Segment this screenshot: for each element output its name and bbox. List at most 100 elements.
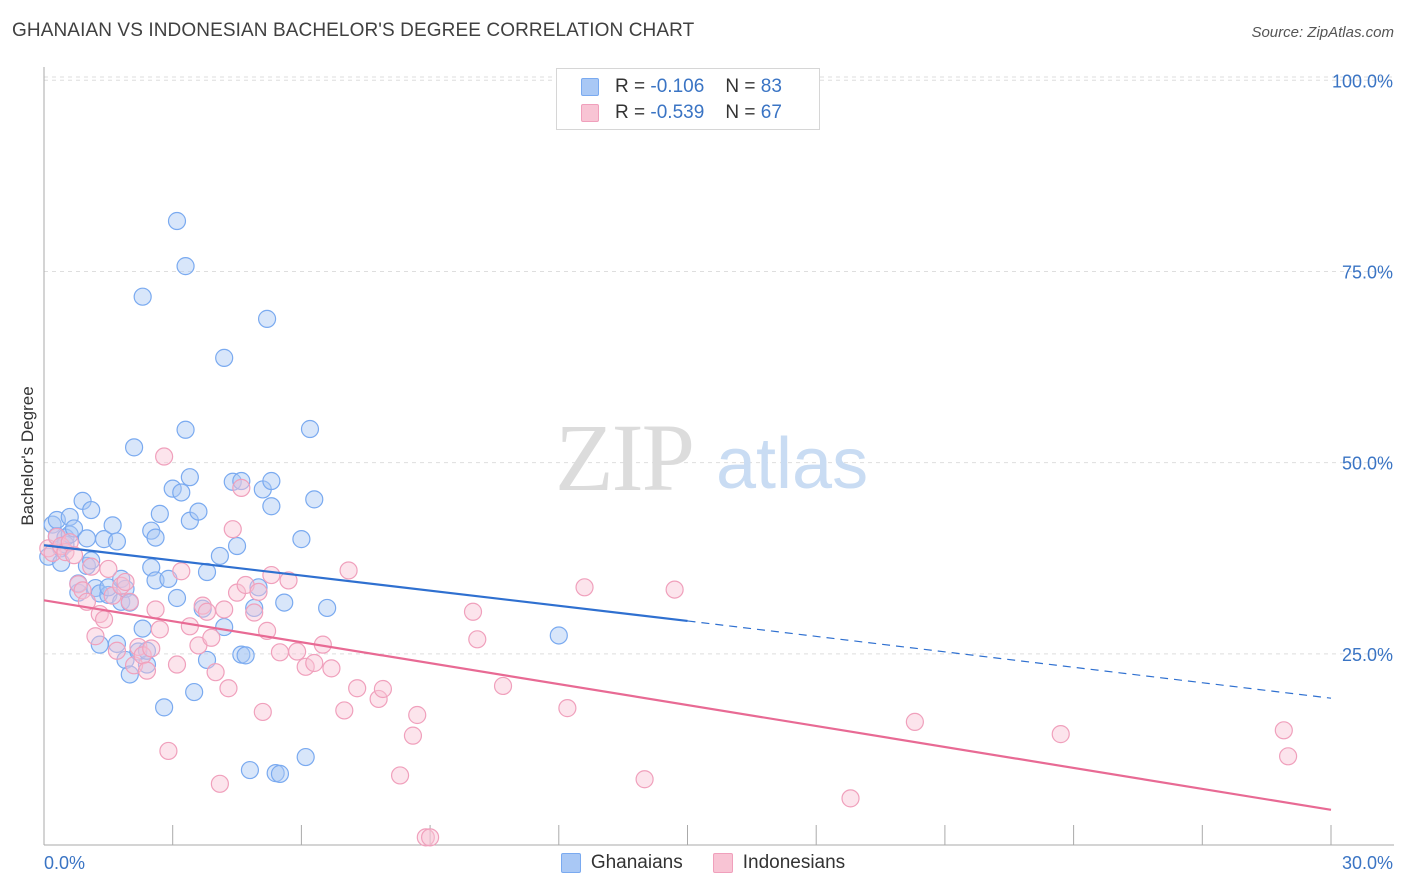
x-tick-label: 0.0%	[44, 853, 85, 873]
ghanaian-point	[107, 634, 127, 653]
x-tick-label: 30.0%	[1342, 853, 1393, 873]
ghanaian-point	[275, 593, 294, 612]
watermark-zip: ZIP	[555, 404, 693, 511]
indonesian-point	[206, 663, 225, 682]
indonesian-point	[493, 676, 513, 696]
trend-lines	[43, 544, 1332, 811]
ghanaian-point	[150, 504, 169, 523]
indonesian-point	[1278, 747, 1298, 766]
indonesian-point	[202, 628, 221, 647]
indonesian-point	[279, 571, 298, 590]
indonesian-point	[635, 770, 654, 789]
ghanaian-point	[292, 530, 311, 549]
indonesian-point	[665, 580, 684, 599]
grid-lines	[44, 76, 1394, 655]
indonesian-point	[99, 559, 118, 579]
indonesian-point	[575, 578, 594, 597]
indonesian-point	[335, 701, 354, 720]
ghanaian-point	[176, 420, 195, 439]
indonesian-point	[841, 789, 860, 808]
indonesians-trend-line	[43, 599, 1332, 811]
ghanaian-point	[189, 502, 208, 521]
ghanaian-point	[133, 619, 152, 638]
tick-labels: 25.0% 50.0% 75.0% 100.0% 0.0% 30.0%	[44, 71, 1393, 873]
watermark-atlas: atlas	[716, 424, 868, 504]
indonesian-point	[223, 520, 242, 539]
indonesian-point	[180, 617, 199, 636]
ghanaian-point	[107, 532, 127, 551]
indonesian-point	[159, 741, 178, 761]
stats-row-ghanaians: R = -0.106 N = 83	[581, 75, 782, 99]
n-label: N =	[725, 102, 756, 123]
ghanaian-point	[549, 626, 568, 645]
indonesian-point	[322, 659, 341, 678]
ghanaian-point	[296, 747, 315, 767]
indonesian-point	[403, 726, 423, 745]
y-tick-label: 50.0%	[1342, 454, 1393, 474]
indonesian-point	[215, 600, 234, 619]
stats-box: R = -0.106 N = 83 R = -0.539 N = 67	[556, 68, 820, 130]
r-label: R =	[615, 102, 646, 123]
ghanaian-point	[300, 419, 320, 439]
r-label: R =	[615, 76, 646, 97]
indonesian-point	[1274, 721, 1293, 740]
ghanaian-point	[172, 483, 191, 502]
n-value-ghanaians: 83	[760, 76, 782, 97]
ghanaian-point	[64, 519, 84, 538]
indonesian-point	[172, 562, 191, 581]
ghanaian-point	[146, 528, 165, 547]
indonesian-point	[262, 565, 281, 585]
ghanaian-point	[163, 479, 182, 498]
indonesian-point	[167, 655, 187, 674]
indonesian-point	[288, 642, 307, 661]
indonesian-point	[253, 702, 272, 722]
indonesian-point	[373, 679, 393, 699]
ghanaian-point	[305, 490, 324, 509]
indonesian-point	[219, 679, 238, 698]
indonesian-point	[142, 639, 161, 658]
n-value-indonesians: 67	[760, 102, 782, 123]
ghanaian-point	[232, 471, 251, 491]
r-value-indonesians: -0.539	[650, 102, 705, 123]
n-label: N =	[725, 76, 756, 97]
indonesian-point	[210, 774, 229, 793]
indonesian-point	[245, 603, 264, 622]
legend-item-indonesians[interactable]: Indonesians	[712, 852, 845, 874]
indonesian-point	[82, 557, 101, 576]
chart-title: GHANAIAN VS INDONESIAN BACHELOR'S DEGREE…	[12, 20, 695, 41]
legend-item-ghanaians[interactable]: Ghanaians	[560, 852, 683, 874]
indonesian-point	[369, 689, 388, 709]
ghanaian-point	[262, 471, 281, 491]
indonesian-point	[249, 582, 268, 601]
indonesian-point	[155, 447, 174, 466]
legend-swatch-ghanaians	[560, 853, 581, 873]
ghanaian-point	[103, 516, 122, 535]
ghanaian-point	[167, 211, 187, 231]
stats-row-indonesians: R = -0.539 N = 67	[581, 101, 782, 125]
indonesian-point	[558, 699, 577, 718]
indonesian-point	[905, 712, 924, 731]
indonesian-point	[232, 478, 251, 497]
ghanaian-point	[240, 760, 260, 780]
indonesian-point	[73, 581, 92, 600]
indonesian-point	[339, 561, 358, 580]
indonesian-point	[86, 627, 105, 646]
indonesian-point	[416, 828, 435, 847]
ghanaian-point	[318, 598, 337, 618]
ghanaian-point	[133, 287, 152, 306]
indonesian-point	[421, 828, 440, 847]
ghanaians-trend-line	[43, 544, 688, 623]
ghanaian-point	[262, 497, 281, 516]
indonesian-point	[116, 572, 135, 592]
indonesian-point	[296, 657, 315, 676]
indonesian-point	[270, 643, 290, 662]
data-points	[39, 211, 1298, 847]
ghanaian-point	[120, 665, 139, 684]
y-tick-label: 75.0%	[1342, 262, 1393, 282]
ghanaians-trend-extension	[687, 620, 1332, 699]
legend: Ghanaians Indonesians	[0, 852, 1406, 874]
ghanaian-point	[77, 529, 97, 548]
source-label: Source: ZipAtlas.com	[1251, 24, 1394, 41]
ghanaian-point	[124, 438, 144, 457]
